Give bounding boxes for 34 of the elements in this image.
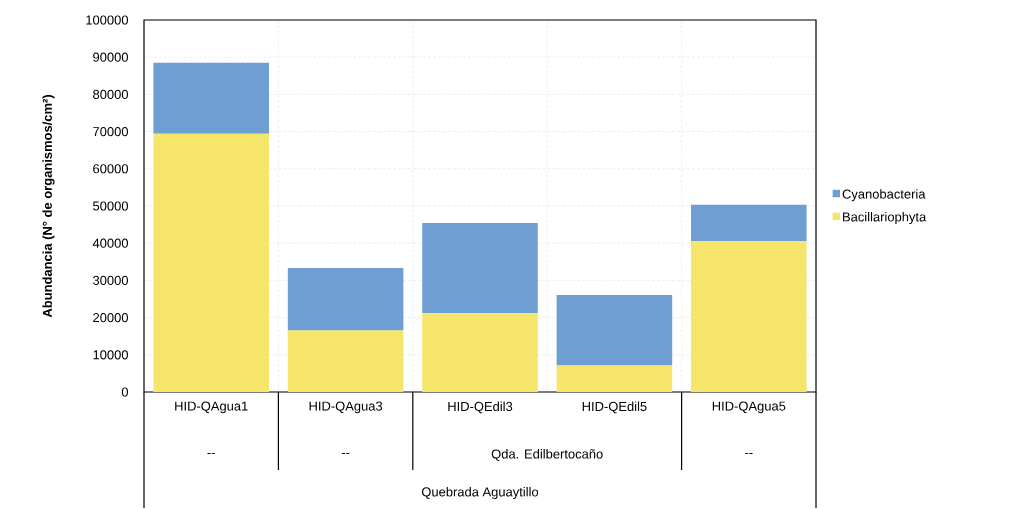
bar	[556, 365, 673, 393]
y-tick-label: 20000	[93, 313, 129, 323]
y-tick-label: 40000	[92, 238, 129, 248]
legend-label: Cyanobacteria	[842, 189, 926, 202]
y-tick-label: 70000	[93, 127, 129, 137]
y-tick-label: 50000	[93, 201, 129, 211]
x-tick-label: HID-QEdil5	[582, 401, 647, 414]
x-tick-label: HID-QAgua3	[309, 401, 383, 414]
bar	[153, 62, 269, 135]
x-tick-label: HID-QEdil3	[448, 401, 513, 414]
text: --	[341, 453, 350, 455]
text: Quebrada Aguaytillo	[421, 487, 539, 500]
text: --	[207, 453, 215, 455]
bar	[556, 295, 673, 366]
bar	[691, 241, 807, 393]
bar	[422, 313, 538, 393]
text: --	[745, 453, 753, 455]
bar	[287, 268, 404, 331]
bar	[287, 330, 404, 393]
y-tick-label: 30000	[93, 276, 129, 286]
y-tick-label: 90000	[93, 52, 129, 62]
text: Qda. Edilbertocaño	[491, 449, 603, 462]
bar	[422, 223, 538, 314]
y-tick-label: 0	[121, 387, 129, 397]
y-tick-label: 10000	[93, 350, 129, 360]
y-tick-label: 80000	[93, 90, 129, 100]
bar	[691, 205, 807, 242]
x-tick-label: HID-QAgua5	[712, 401, 786, 414]
y-axis-title: Abundancia (N° de organismos/cm²)	[42, 95, 55, 318]
bar	[153, 134, 269, 393]
y-tick-label: 100000	[86, 15, 129, 25]
x-tick-label: HID-QAgua1	[175, 401, 248, 414]
y-tick-label: 60000	[93, 164, 129, 174]
legend-label: Bacillariophyta	[843, 212, 927, 225]
